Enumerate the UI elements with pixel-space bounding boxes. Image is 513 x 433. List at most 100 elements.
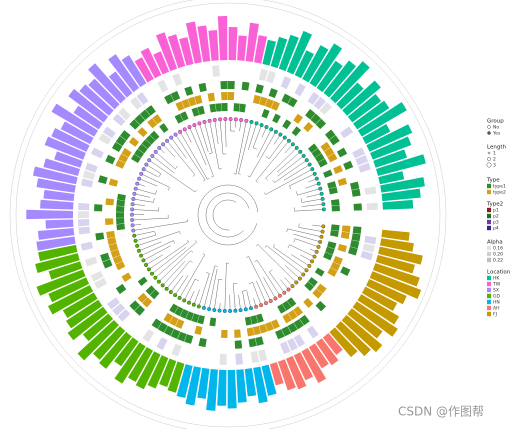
tip — [183, 128, 187, 132]
branch — [238, 122, 251, 174]
heat-cell — [235, 353, 243, 364]
tip — [193, 123, 197, 127]
branch — [194, 290, 200, 305]
legend-key — [487, 208, 491, 212]
tip — [134, 187, 138, 191]
heat-cell — [255, 84, 264, 93]
bar — [228, 370, 237, 409]
heat-cell — [340, 126, 353, 138]
legend-label: p2 — [493, 214, 499, 220]
heat-cell — [352, 233, 361, 241]
branch — [132, 209, 159, 211]
heat-cell — [129, 137, 139, 147]
branch — [253, 125, 261, 148]
heat-cell — [117, 194, 126, 201]
tip — [165, 139, 169, 143]
bar — [208, 30, 218, 61]
legend-title: Type — [486, 178, 500, 184]
branch — [203, 180, 205, 181]
tip — [173, 293, 177, 297]
branch — [288, 245, 290, 248]
branch — [246, 256, 248, 257]
branch — [187, 240, 188, 242]
heat-cell — [228, 92, 234, 100]
branch — [163, 261, 185, 285]
heat-cell — [303, 122, 313, 132]
heat-cell — [352, 189, 361, 197]
tip — [133, 192, 137, 196]
branch — [203, 253, 205, 254]
tip — [198, 122, 202, 126]
heat-cell — [247, 327, 255, 336]
heat-cell — [212, 65, 220, 77]
branch — [209, 153, 212, 154]
legend: GroupNoYesLength123Typetype1type2Type2p1… — [486, 119, 511, 318]
heat-cell — [360, 251, 372, 261]
branch — [266, 169, 313, 194]
heat-cell — [292, 126, 301, 136]
branch — [242, 291, 245, 309]
tip — [320, 235, 324, 239]
branch — [215, 120, 218, 144]
heat-cell — [337, 148, 347, 158]
tip — [291, 142, 295, 146]
branch — [266, 178, 268, 180]
branch — [291, 255, 309, 266]
tip — [274, 130, 278, 134]
heat-cell — [258, 349, 267, 361]
heat-cell — [138, 277, 148, 286]
tip — [319, 187, 323, 191]
tip — [142, 259, 146, 263]
branch — [278, 156, 304, 176]
legend-title: Group — [487, 119, 504, 125]
legend-key — [487, 190, 491, 194]
tip — [234, 118, 238, 122]
branch — [287, 229, 288, 232]
heat-cell — [78, 219, 89, 226]
heat-cell — [184, 86, 193, 96]
tip — [295, 281, 299, 285]
branch — [299, 224, 300, 228]
heat-cell — [172, 73, 182, 86]
heat-cell — [138, 127, 148, 137]
tip — [228, 309, 232, 313]
heat-cell — [105, 198, 114, 205]
branch — [239, 295, 241, 310]
heat-cell — [98, 175, 108, 184]
branch — [306, 194, 321, 197]
heat-cell — [199, 338, 207, 347]
legend-key — [487, 220, 491, 224]
tip — [298, 277, 302, 281]
branch — [155, 242, 196, 278]
tip — [178, 296, 182, 300]
tip — [317, 245, 321, 249]
branch — [247, 291, 251, 308]
branch — [225, 119, 226, 147]
branch — [213, 200, 236, 230]
branch — [302, 204, 324, 206]
legend-key — [487, 276, 491, 280]
tip — [197, 305, 201, 309]
heat-cell — [342, 225, 351, 232]
tip — [131, 229, 135, 233]
branch — [189, 127, 206, 165]
tip — [313, 172, 317, 176]
heat-cell — [272, 114, 281, 124]
heat-cell — [307, 326, 319, 339]
tip — [147, 268, 151, 272]
tip — [250, 120, 254, 124]
branch — [155, 231, 156, 235]
branch — [267, 246, 304, 275]
branch — [193, 175, 195, 177]
heat-cell — [330, 230, 339, 237]
legend-key — [487, 288, 491, 292]
branch — [296, 191, 297, 195]
heat-cell — [109, 179, 118, 187]
branch — [295, 239, 318, 247]
branch — [134, 231, 154, 235]
tip — [188, 125, 192, 129]
bar — [46, 219, 74, 228]
branch — [139, 242, 162, 251]
heat-cell — [333, 165, 343, 174]
